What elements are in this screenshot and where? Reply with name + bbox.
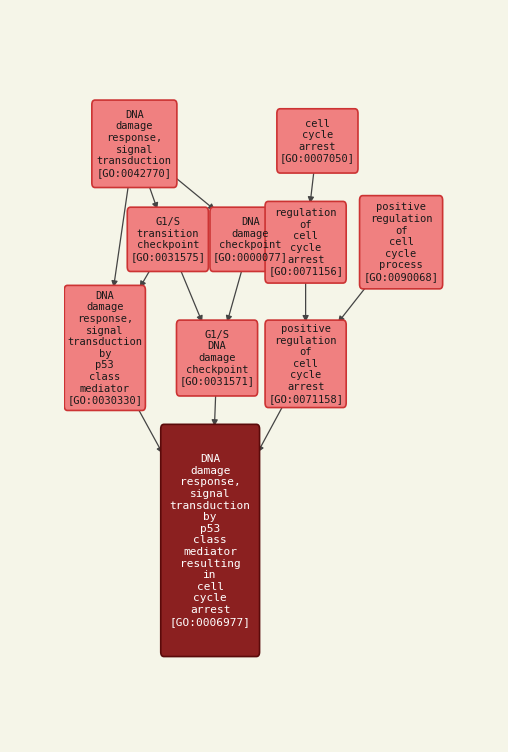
Text: positive
regulation
of
cell
cycle
process
[GO:0090068]: positive regulation of cell cycle proces… bbox=[364, 202, 438, 282]
Text: DNA
damage
response,
signal
transduction
by
p53
class
mediator
resulting
in
cell: DNA damage response, signal transduction… bbox=[170, 454, 250, 626]
Text: positive
regulation
of
cell
cycle
arrest
[GO:0071158]: positive regulation of cell cycle arrest… bbox=[268, 324, 343, 404]
Text: cell
cycle
arrest
[GO:0007050]: cell cycle arrest [GO:0007050] bbox=[280, 119, 355, 163]
Text: G1/S
transition
checkpoint
[GO:0031575]: G1/S transition checkpoint [GO:0031575] bbox=[131, 217, 205, 262]
FancyBboxPatch shape bbox=[360, 196, 442, 289]
Text: regulation
of
cell
cycle
arrest
[GO:0071156]: regulation of cell cycle arrest [GO:0071… bbox=[268, 208, 343, 276]
Text: DNA
damage
response,
signal
transduction
by
p53
class
mediator
[GO:0030330]: DNA damage response, signal transduction… bbox=[68, 291, 142, 405]
Text: G1/S
DNA
damage
checkpoint
[GO:0031571]: G1/S DNA damage checkpoint [GO:0031571] bbox=[179, 330, 255, 387]
FancyBboxPatch shape bbox=[176, 320, 258, 396]
Text: DNA
damage
checkpoint
[GO:0000077]: DNA damage checkpoint [GO:0000077] bbox=[213, 217, 288, 262]
FancyBboxPatch shape bbox=[161, 424, 260, 656]
FancyBboxPatch shape bbox=[277, 109, 358, 173]
FancyBboxPatch shape bbox=[128, 208, 208, 271]
FancyBboxPatch shape bbox=[265, 320, 346, 408]
FancyBboxPatch shape bbox=[210, 208, 291, 271]
FancyBboxPatch shape bbox=[92, 100, 177, 187]
FancyBboxPatch shape bbox=[265, 202, 346, 283]
FancyBboxPatch shape bbox=[65, 285, 145, 411]
Text: DNA
damage
response,
signal
transduction
[GO:0042770]: DNA damage response, signal transduction… bbox=[97, 110, 172, 177]
